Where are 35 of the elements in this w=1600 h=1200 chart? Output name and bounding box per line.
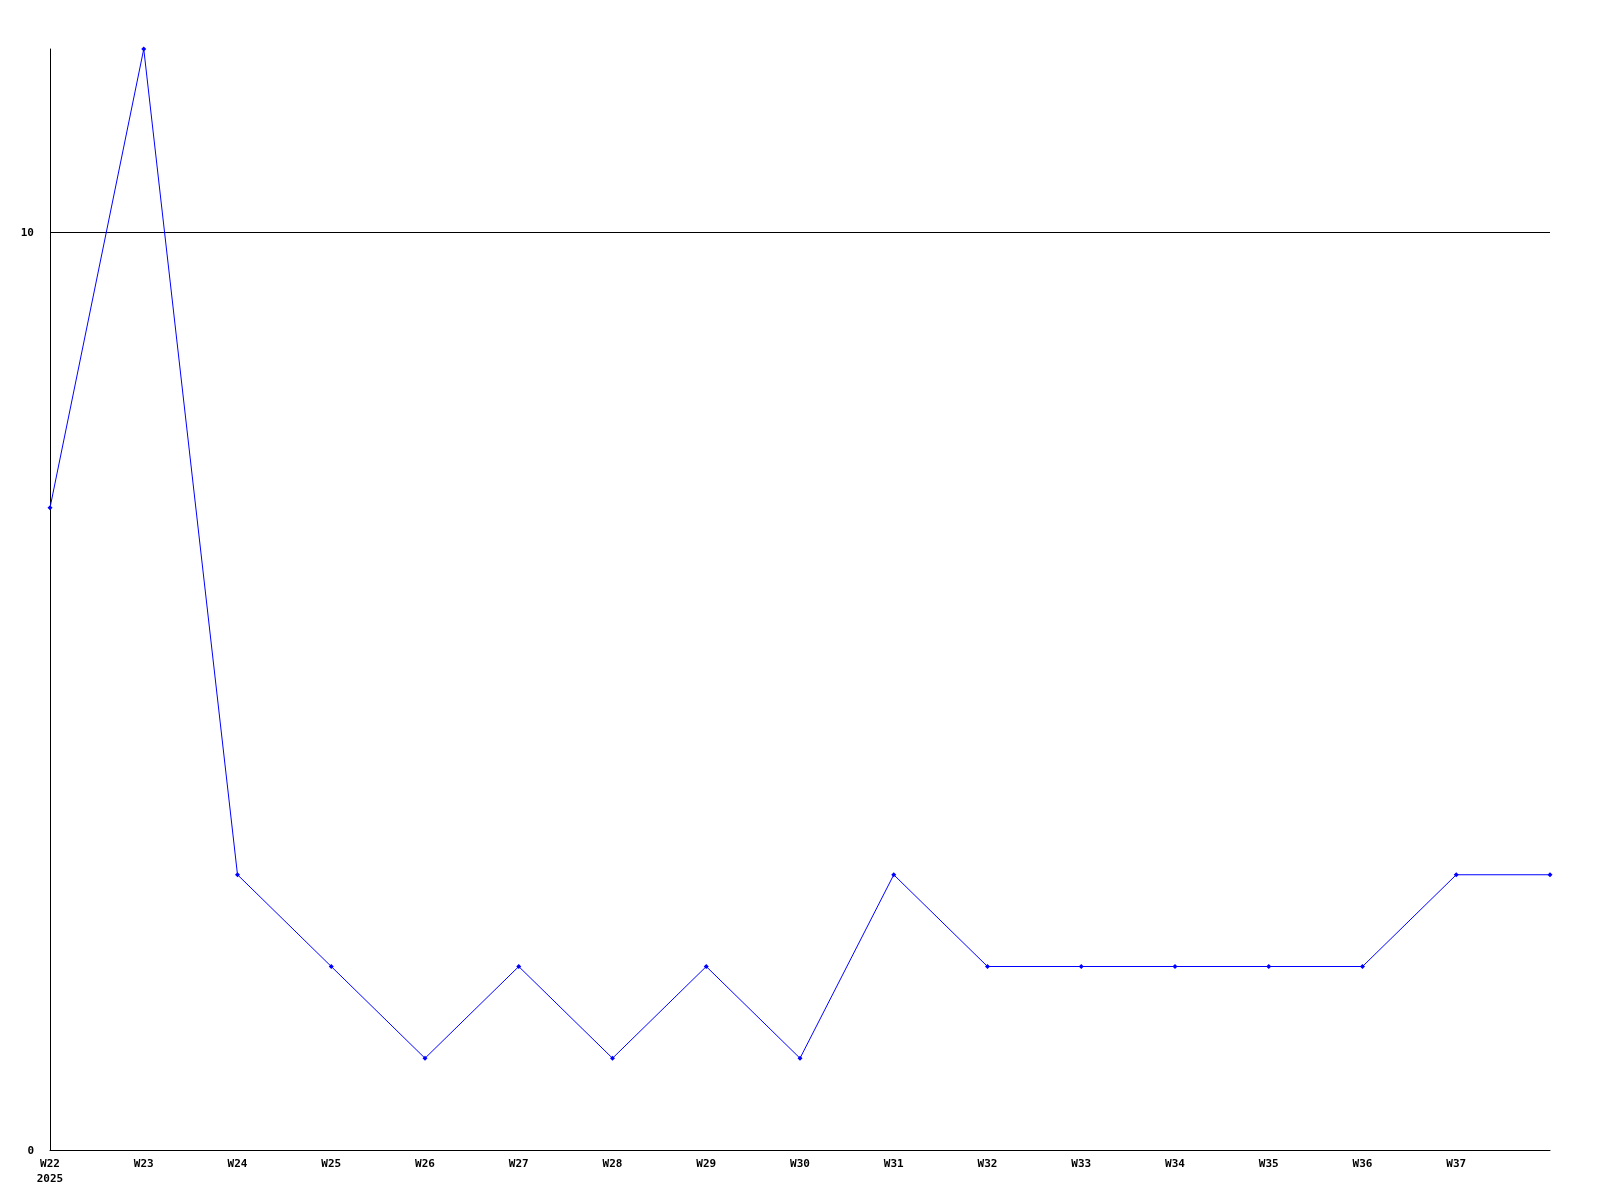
point [1360,964,1365,969]
point [141,46,147,52]
x-tick-label: W33 [1071,1157,1092,1170]
x-tick-label: W37 [1446,1157,1467,1170]
point [891,872,897,878]
x-tick-label: W22 2025 [36,1157,64,1185]
point [703,964,709,969]
point [797,1055,803,1061]
x-tick-label: W26 [415,1157,436,1170]
point [422,1055,428,1061]
x-tick-label: W23 [133,1157,154,1170]
point [985,964,990,969]
point [610,1055,615,1061]
point [516,964,522,969]
point [235,872,240,878]
y-tick-label: 0 [27,1143,34,1157]
point [1172,964,1178,969]
point [47,505,53,511]
x-tick-label: W32 [977,1157,998,1170]
point [1078,964,1084,969]
point [328,964,334,969]
point [1453,872,1459,878]
x-tick-label: W31 [883,1157,905,1170]
y-tick-label: 10 [20,226,34,239]
x-tick-label: W24 [227,1157,248,1170]
point [1266,964,1272,969]
point [1547,872,1553,878]
x-tick-label: W35 [1258,1157,1279,1170]
x-tick-label: W29 [696,1157,717,1170]
x-tick-label: W34 [1165,1157,1186,1170]
x-tick-label: W28 [602,1157,623,1170]
x-tick-label: W25 [321,1157,342,1170]
x-tick-label: W36 [1352,1157,1373,1170]
x-tick-label: W27 [508,1157,529,1170]
x-tick-label: W30 [790,1157,810,1170]
